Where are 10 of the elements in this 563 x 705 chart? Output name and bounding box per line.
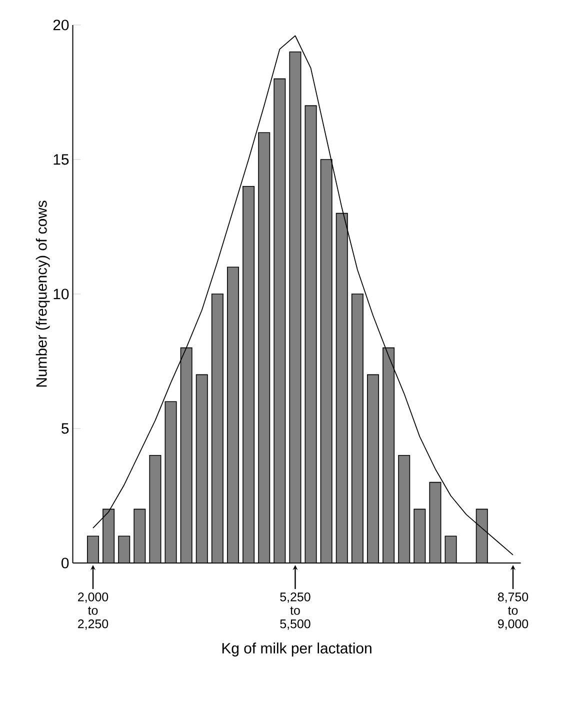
- x-axis-title: Kg of milk per lactation: [222, 642, 372, 656]
- y-tick-label: 5: [62, 423, 69, 434]
- y-tick-label: 10: [54, 288, 69, 300]
- x-tick-label: 8,750 to 9,000: [498, 592, 528, 630]
- x-tick-label: 5,250 to 5,500: [280, 592, 310, 630]
- y-axis-title: Number (frequency) of cows: [36, 200, 50, 387]
- y-tick-label: 20: [53, 20, 69, 30]
- x-tick-label: 2,000 to 2,250: [78, 592, 108, 630]
- y-tick-label: 0: [62, 558, 69, 568]
- y-tick-label: 15: [54, 154, 69, 165]
